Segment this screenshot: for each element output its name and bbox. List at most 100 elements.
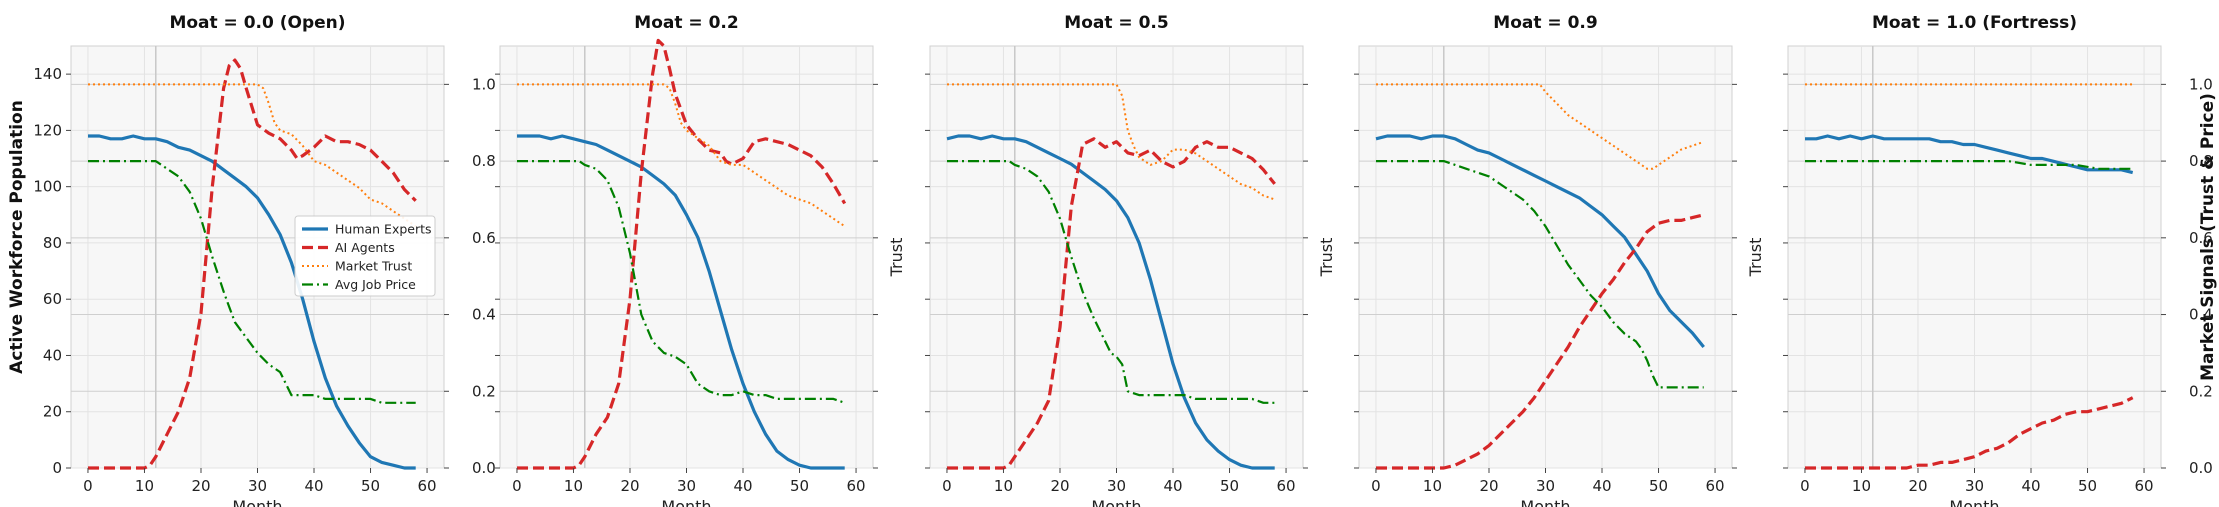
legend: Human Experts AI Agents Market Trust Avg Jo…	[294, 215, 436, 297]
x-tick-label: 10	[564, 477, 583, 495]
right-tick-label: 0.6	[472, 229, 496, 247]
series-line-avg-job-price	[517, 160, 846, 404]
chart-panel-0: 0 10 20 30 40 50 60 Month 0 20 40 60 80 100 120 140 0.0 0…	[33, 13, 496, 507]
y-tick-label: 40	[43, 346, 62, 364]
right-tick-label: 0.0	[2189, 459, 2213, 477]
panel-title: Moat = 0.9	[1493, 13, 1597, 33]
legend-label: AI Agents	[335, 240, 395, 255]
x-tick-label: 60	[417, 477, 436, 495]
chart-panel-4: 0 10 20 30 40 50 60 Month 0.0 0.2 0.4 0.6 0.8 1.0 Moat…	[1783, 13, 2213, 507]
x-tick-label: 50	[1220, 477, 1239, 495]
x-tick-label: 40	[1592, 477, 1611, 495]
x-tick-label: 10	[1423, 477, 1442, 495]
x-axis-label: Month	[1091, 497, 1141, 507]
series-line-ai-agents	[517, 38, 847, 470]
chart-panel-1: 0 10 20 30 40 50 60 Month Trust Moat = 0.2	[495, 13, 906, 507]
legend-box	[294, 215, 436, 297]
panel-title: Moat = 0.0 (Open)	[169, 13, 345, 33]
y-tick-label: 0	[52, 459, 62, 477]
series-line-avg-job-price	[88, 160, 416, 404]
x-tick-label: 0	[83, 477, 93, 495]
x-tick-label: 0	[942, 477, 952, 495]
series-line-human-experts	[1375, 134, 1705, 349]
x-tick-label: 20	[1479, 477, 1498, 495]
series-line-avg-job-price	[947, 160, 1275, 404]
panel-title: Moat = 0.5	[1064, 13, 1168, 33]
series-line-market-trust	[1376, 83, 1705, 170]
series-line-market-trust	[88, 83, 417, 228]
right-tick-label: 0.6	[2189, 229, 2213, 247]
right-tick-label: 0.0	[472, 459, 496, 477]
right-y-axis-label: Market Signals (Trust & Price)	[2198, 93, 2218, 381]
twin-axis-label: Trust	[887, 238, 906, 278]
panel-title: Moat = 0.2	[634, 13, 738, 33]
x-tick-label: 20	[1908, 477, 1927, 495]
right-tick-label: 1.0	[2189, 75, 2213, 93]
left-y-axis-label: Active Workforce Population	[7, 100, 27, 374]
x-tick-label: 50	[361, 477, 380, 495]
right-tick-label: 0.8	[2189, 152, 2213, 170]
x-tick-label: 30	[1107, 477, 1126, 495]
panel-title: Moat = 1.0 (Fortress)	[1872, 13, 2077, 33]
legend-label: Human Experts	[335, 222, 432, 237]
y-tick-label: 100	[33, 178, 62, 196]
right-tick-label: 0.2	[472, 382, 496, 400]
legend-label: Avg Job Price	[335, 277, 416, 292]
x-tick-label: 60	[1705, 477, 1724, 495]
x-tick-label: 50	[790, 477, 809, 495]
chart-panel-3: 0 10 20 30 40 50 60 Month Trust Moat = 0.9	[1354, 13, 1765, 507]
series-line-market-trust	[517, 83, 846, 228]
twin-axis-label: Trust	[1746, 238, 1765, 278]
x-tick-label: 10	[1852, 477, 1871, 495]
y-tick-label: 20	[43, 403, 62, 421]
x-axis-label: Month	[661, 497, 711, 507]
series-line-human-experts	[88, 134, 416, 470]
x-axis-label: Month	[1949, 497, 1999, 507]
x-tick-label: 20	[620, 477, 639, 495]
x-tick-label: 30	[248, 477, 267, 495]
x-axis-label: Month	[1520, 497, 1570, 507]
right-tick-label: 0.8	[472, 152, 496, 170]
x-tick-label: 60	[1276, 477, 1295, 495]
x-tick-label: 10	[135, 477, 154, 495]
x-tick-label: 30	[1536, 477, 1555, 495]
right-tick-label: 1.0	[472, 75, 496, 93]
legend-label: Market Trust	[335, 259, 412, 274]
series-line-avg-job-price	[1376, 160, 1704, 389]
x-tick-label: 50	[1649, 477, 1668, 495]
series-line-avg-job-price	[1805, 160, 2133, 170]
series-line-human-experts	[946, 134, 1275, 470]
x-tick-label: 0	[1800, 477, 1810, 495]
x-tick-label: 60	[2134, 477, 2153, 495]
x-tick-label: 0	[1371, 477, 1381, 495]
x-tick-label: 20	[191, 477, 210, 495]
x-tick-label: 10	[994, 477, 1013, 495]
series-line-human-experts	[517, 134, 845, 470]
x-tick-label: 40	[1163, 477, 1182, 495]
series-line-ai-agents	[1376, 213, 1705, 470]
right-tick-label: 0.4	[472, 306, 496, 324]
series-line-human-experts	[1805, 134, 2134, 175]
x-axis-label: Month	[232, 497, 282, 507]
y-tick-label: 80	[43, 234, 62, 252]
right-tick-label: 0.4	[2189, 306, 2213, 324]
x-tick-label: 40	[304, 477, 323, 495]
y-tick-label: 60	[43, 290, 62, 308]
chart-panel-2: 0 10 20 30 40 50 60 Month Trust Moat = 0.5	[925, 13, 1336, 507]
x-tick-label: 50	[2078, 477, 2097, 495]
x-tick-label: 0	[512, 477, 522, 495]
right-tick-label: 0.2	[2189, 382, 2213, 400]
series-line-market-trust	[947, 83, 1276, 201]
x-tick-label: 20	[1050, 477, 1069, 495]
y-tick-label: 120	[33, 121, 62, 139]
twin-axis-label: Trust	[1317, 238, 1336, 278]
chart-panels: 0 10 20 30 40 50 60Month0204060801001201400.00…	[33, 13, 2213, 507]
x-tick-label: 30	[1965, 477, 1984, 495]
x-tick-label: 60	[846, 477, 865, 495]
x-tick-label: 40	[2021, 477, 2040, 495]
series-line-ai-agents	[1805, 396, 2134, 470]
y-tick-label: 140	[33, 65, 62, 83]
x-tick-label: 30	[677, 477, 696, 495]
x-tick-label: 40	[733, 477, 752, 495]
